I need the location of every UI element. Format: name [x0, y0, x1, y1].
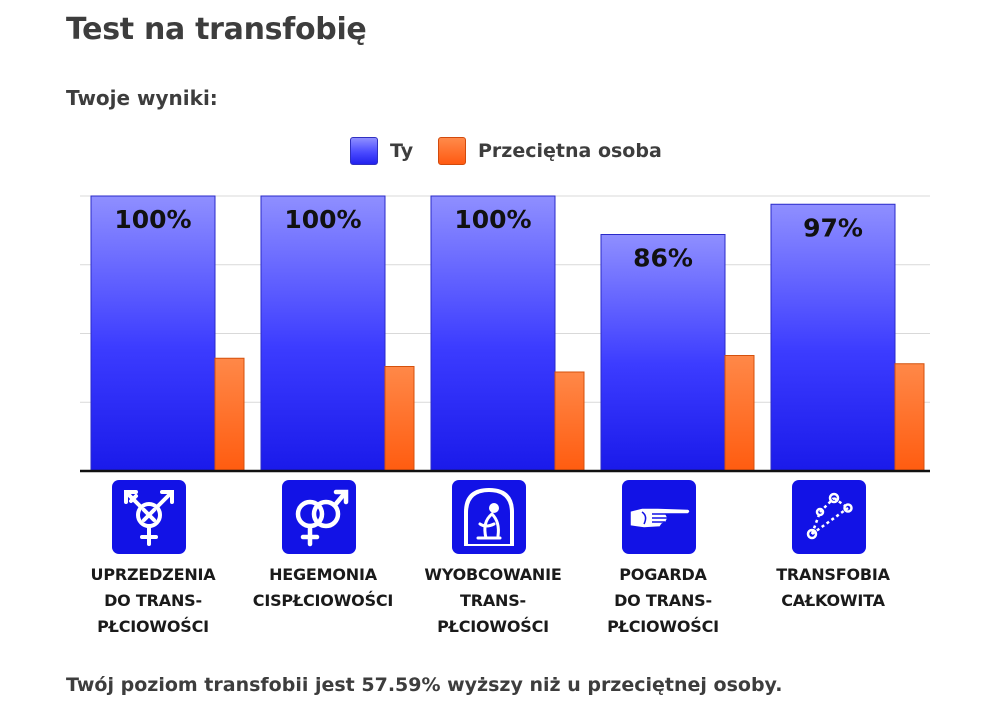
bar-value-label: 100%	[454, 205, 531, 234]
pointing-hand-icon	[622, 480, 696, 554]
page-title: Test na transfobię	[66, 12, 367, 47]
bar-average	[554, 371, 585, 472]
bar-average	[384, 366, 415, 472]
bar-you	[600, 234, 726, 472]
legend-label-you: Ty	[390, 140, 414, 162]
bar-you	[260, 195, 386, 472]
bar-average	[724, 355, 755, 472]
category-label: WYOBCOWANIE TRANS- PŁCIOWOŚCI	[424, 565, 562, 636]
results-heading: Twoje wyniki:	[66, 86, 218, 110]
category-label: TRANSFOBIA CAŁKOWITA	[776, 565, 890, 610]
bar-average	[214, 357, 245, 472]
bar-value-label: 100%	[284, 205, 361, 234]
legend-swatch-you	[350, 137, 378, 165]
category-label: POGARDA DO TRANS- PŁCIOWOŚCI	[607, 565, 719, 636]
bar-average	[894, 363, 925, 472]
bar-value-label: 100%	[114, 205, 191, 234]
bar-value-label: 86%	[633, 244, 693, 273]
interlocked-gender-symbols-icon	[282, 480, 356, 554]
bar-you	[770, 203, 896, 472]
summary-text: Twój poziom transfobii jest 57.59% wyższ…	[66, 674, 783, 696]
bar-chart: 100% 100% 100% 86% 97%	[80, 195, 930, 473]
isolated-person-icon	[452, 480, 526, 554]
legend-label-average: Przeciętna osoba	[478, 140, 662, 162]
chart-bars: 100% 100% 100% 86% 97%	[90, 195, 925, 472]
bar-you	[90, 195, 216, 472]
bar-you	[430, 195, 556, 472]
category-label: HEGEMONIA CISPŁCIOWOŚCI	[252, 565, 394, 610]
constellation-icon	[792, 480, 866, 554]
bar-value-label: 97%	[803, 213, 863, 242]
transgender-symbol-icon	[112, 480, 186, 554]
legend-swatch-average	[438, 137, 466, 165]
category-label: UPRZEDZENIA DO TRANS- PŁCIOWOŚCI	[90, 565, 216, 636]
